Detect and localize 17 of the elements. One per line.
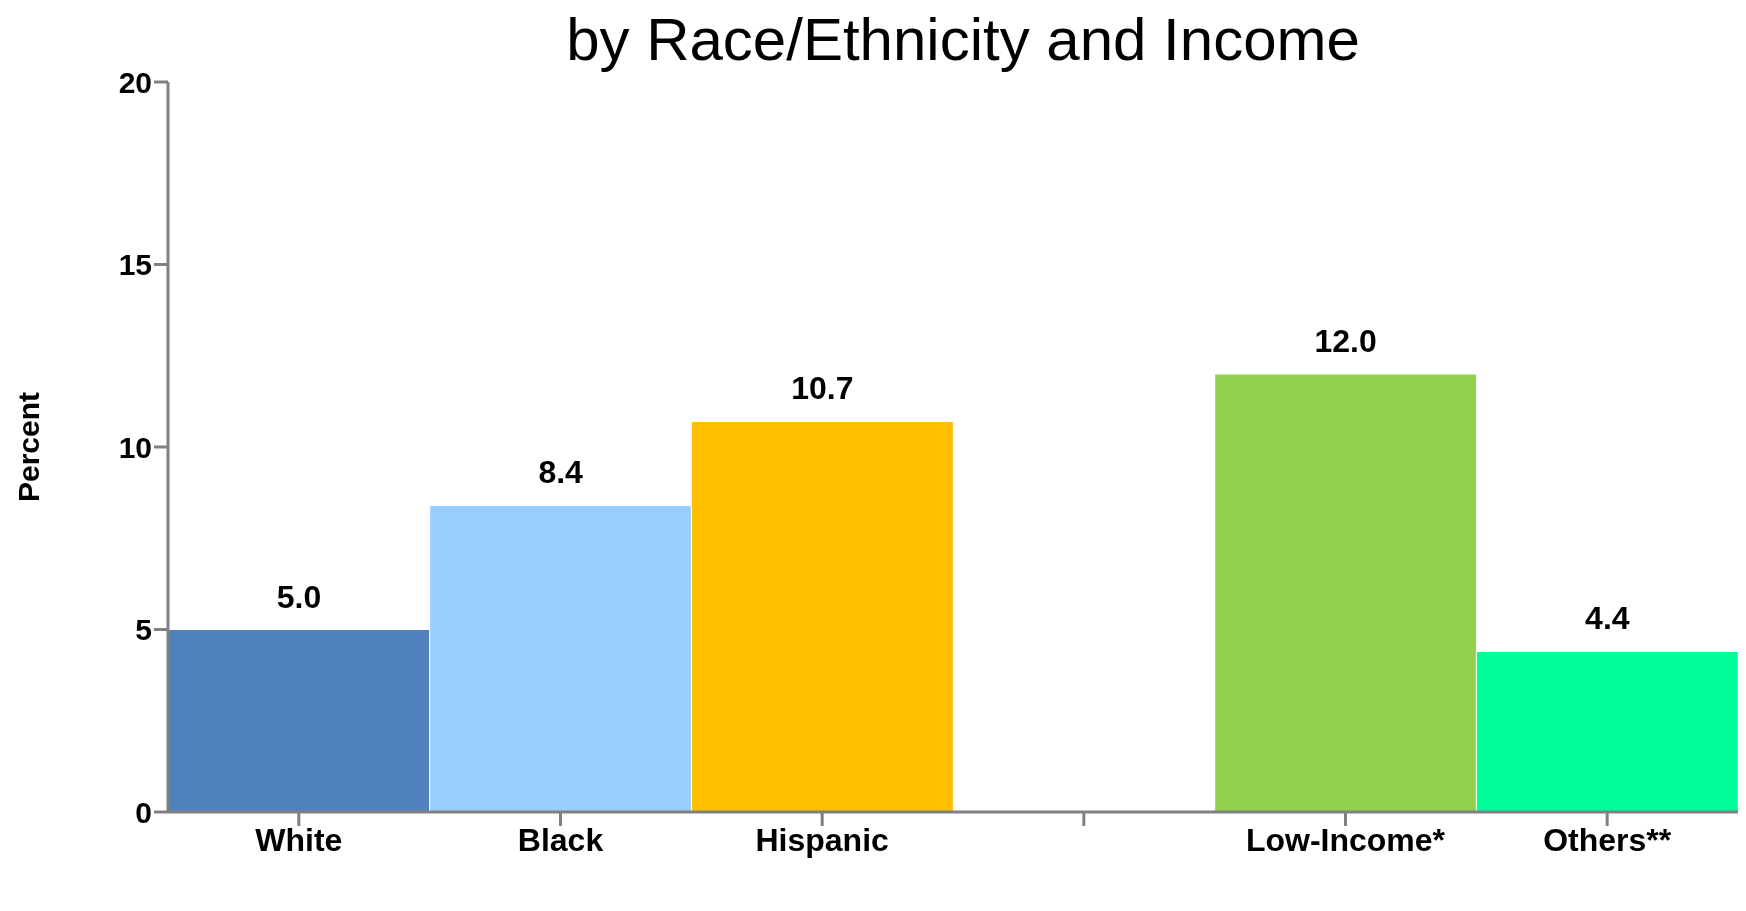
y-tick-label: 0 bbox=[135, 795, 152, 829]
y-tick-label: 5 bbox=[135, 613, 152, 647]
x-tick-label: White bbox=[255, 821, 343, 858]
data-label: 5.0 bbox=[276, 578, 322, 615]
x-tick-label: Black bbox=[517, 821, 604, 858]
data-label: 4.4 bbox=[1585, 600, 1630, 637]
y-tick-label: 15 bbox=[118, 248, 152, 282]
y-tick-label: 10 bbox=[118, 430, 152, 464]
y-axis-title: Percent bbox=[11, 391, 45, 503]
data-label: 10.7 bbox=[791, 370, 854, 407]
x-tick-label: Hispanic bbox=[755, 821, 889, 858]
data-label: 8.4 bbox=[538, 454, 584, 491]
y-tick-label: 20 bbox=[118, 65, 152, 99]
x-tick-label: Low-Income* bbox=[1245, 821, 1446, 858]
x-tick-label: Others** bbox=[1543, 821, 1672, 858]
data-label: 12.0 bbox=[1314, 323, 1377, 359]
chart-title: by Race/Ethnicity and Income bbox=[566, 6, 1360, 73]
